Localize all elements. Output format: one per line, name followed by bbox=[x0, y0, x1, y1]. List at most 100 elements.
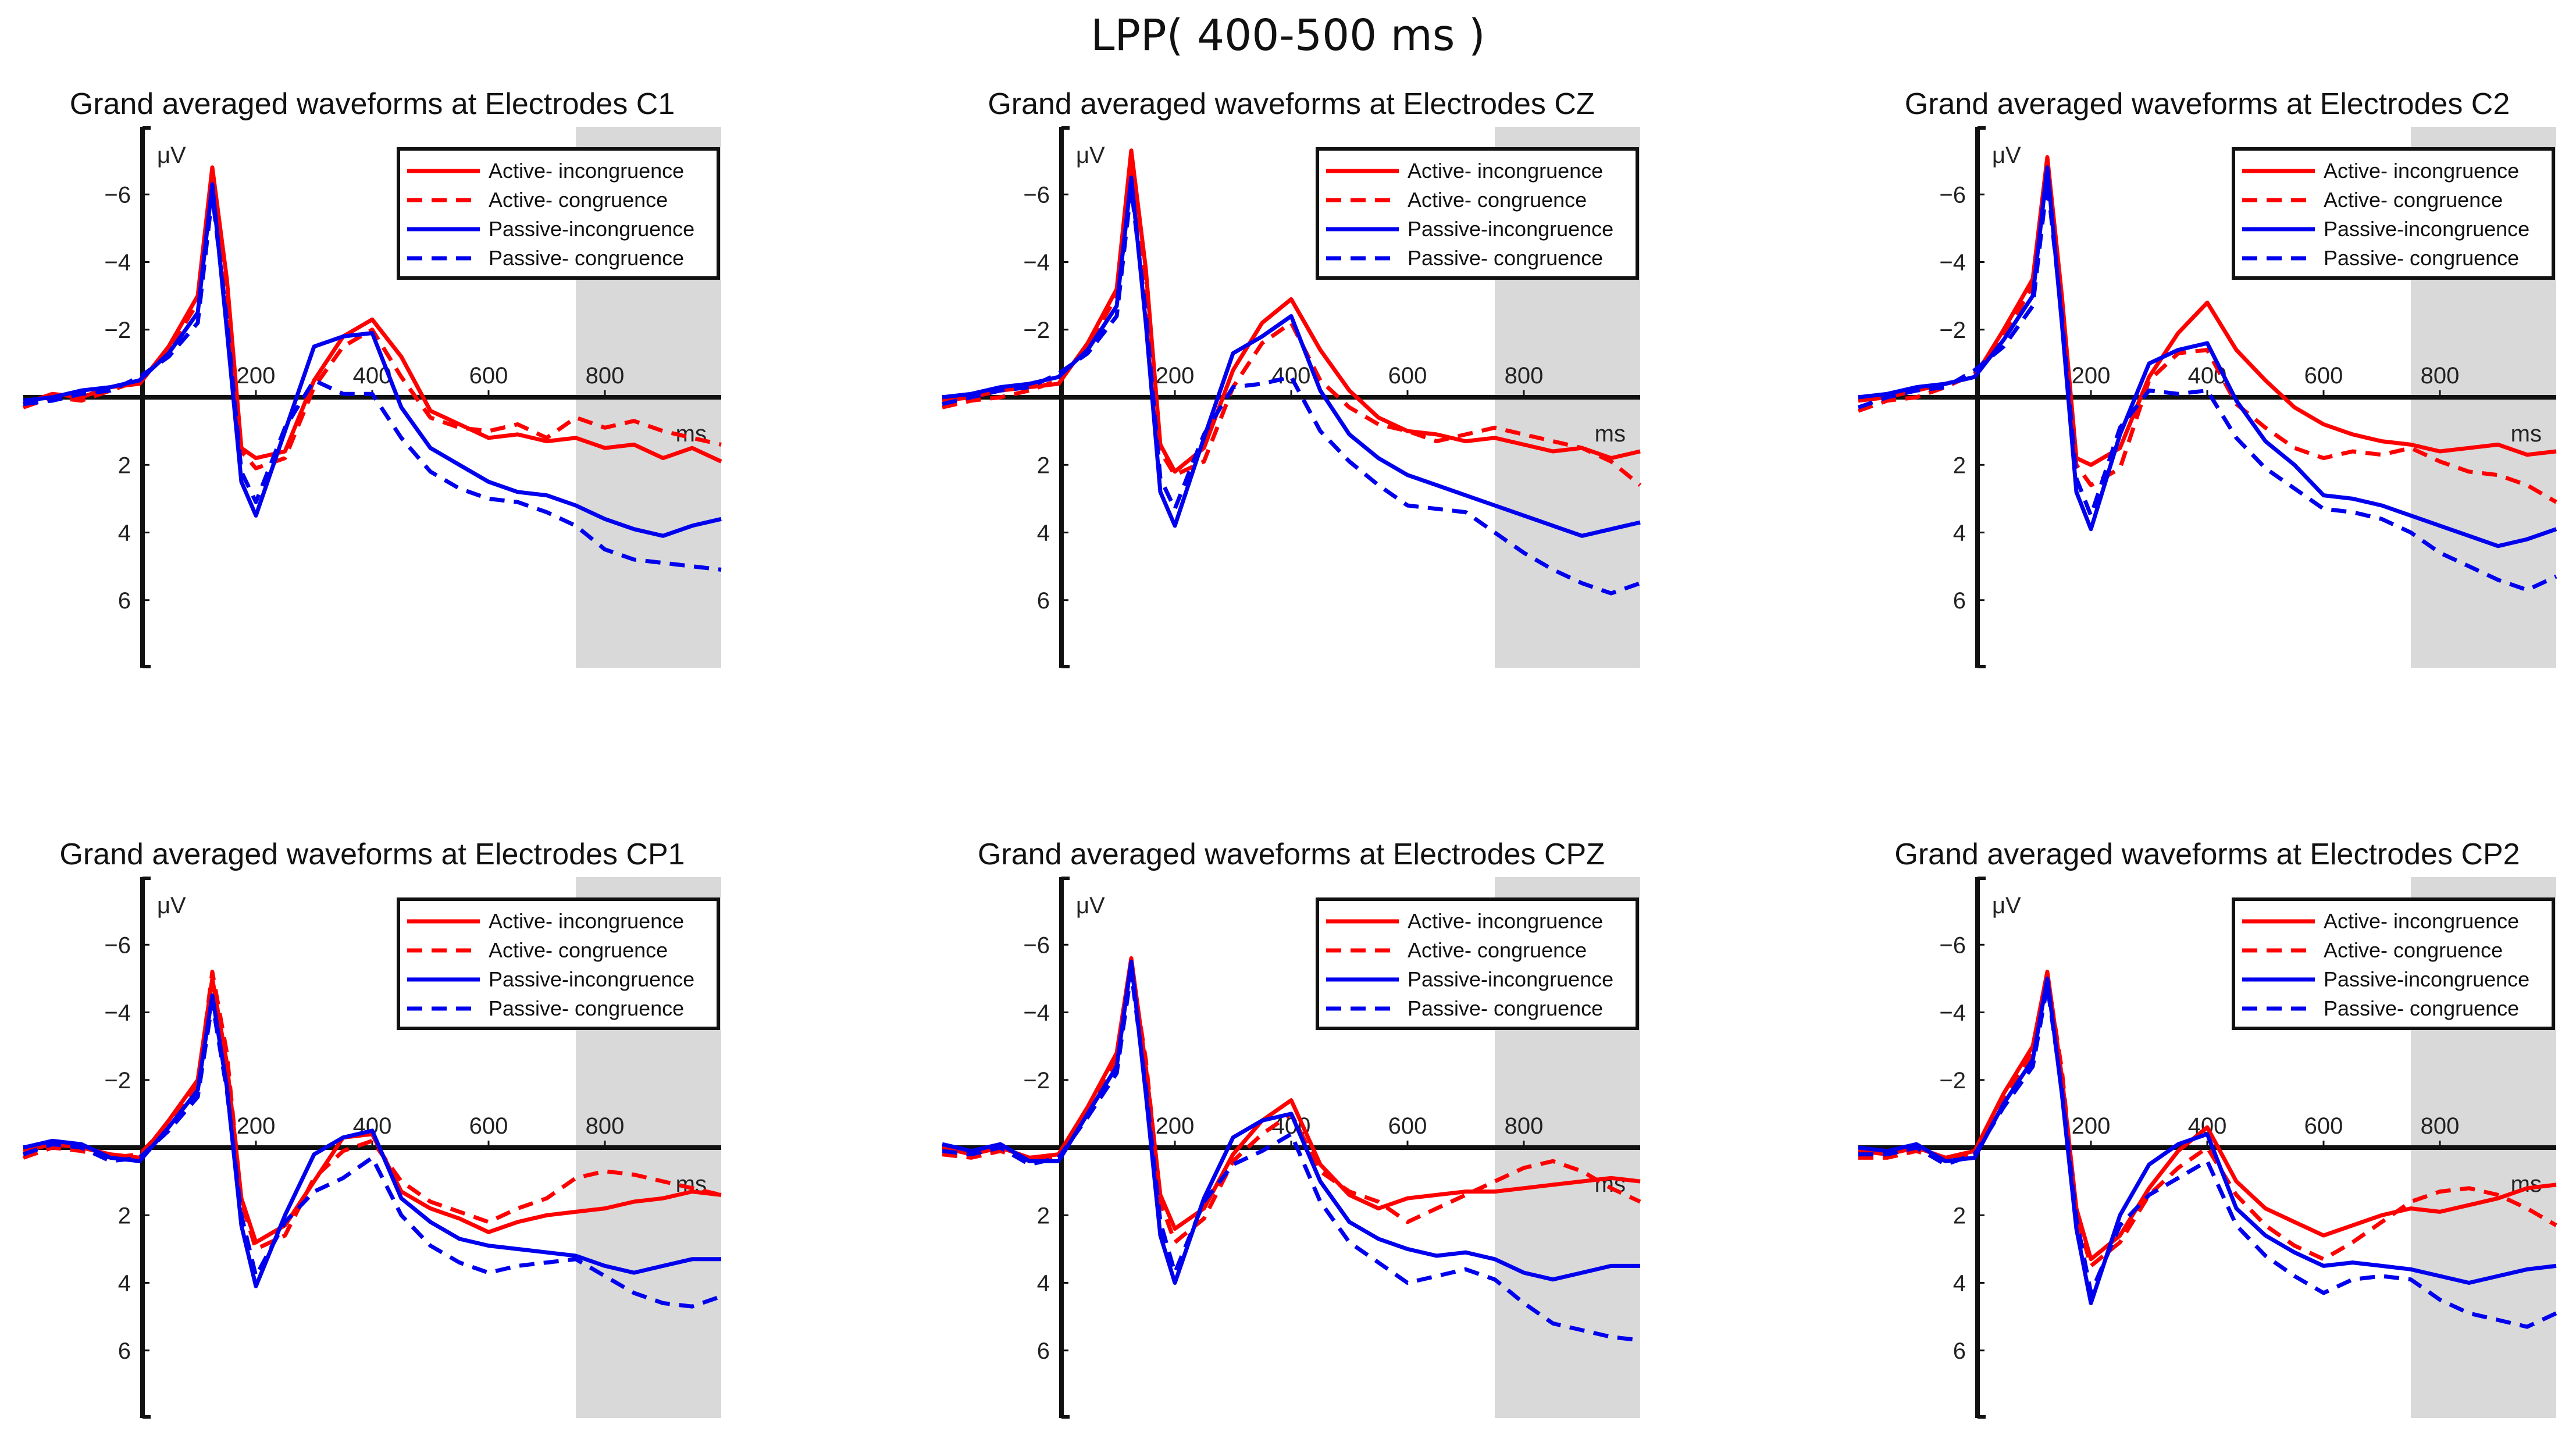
legend-entry: Active- congruence bbox=[489, 938, 668, 962]
series-line bbox=[942, 186, 1641, 596]
legend-entry: Active- congruence bbox=[2324, 938, 2503, 962]
x-tick-label: 800 bbox=[586, 1113, 625, 1139]
y-unit-label: μV bbox=[157, 143, 186, 168]
series-line bbox=[942, 959, 1640, 1285]
legend-entry: Passive-incongruence bbox=[1408, 967, 1613, 991]
panel-title: Grand averaged waveforms at Electrodes C… bbox=[59, 838, 685, 871]
legend-entry: Active- congruence bbox=[1408, 188, 1587, 212]
legend: Active- incongruence Active- congruence Pa… bbox=[1316, 147, 1639, 280]
y-tick-label: 4 bbox=[1953, 521, 1966, 546]
legend-entry: Passive- congruence bbox=[489, 246, 684, 270]
y-tick-label: −4 bbox=[104, 1000, 131, 1026]
y-tick-label: 6 bbox=[1037, 1338, 1050, 1364]
x-tick-label: 200 bbox=[2072, 363, 2111, 389]
y-tick-label: −4 bbox=[1939, 1000, 1966, 1026]
y-tick-label: 6 bbox=[1037, 588, 1050, 614]
y-tick-label: −4 bbox=[1939, 250, 1966, 276]
y-tick-label: −6 bbox=[104, 182, 131, 208]
x-tick-label: 600 bbox=[2304, 1113, 2343, 1139]
legend-entry: Active- congruence bbox=[1408, 938, 1587, 962]
legend-entry: Active- incongruence bbox=[489, 909, 684, 933]
y-tick-label: −6 bbox=[104, 932, 131, 958]
x-tick-label: 600 bbox=[1388, 1113, 1427, 1139]
x-tick-label: 600 bbox=[1388, 363, 1427, 389]
y-tick-label: 2 bbox=[1037, 453, 1050, 478]
y-tick-label: 6 bbox=[118, 1338, 131, 1364]
y-tick-label: 4 bbox=[1037, 521, 1050, 546]
x-tick-label: 400 bbox=[1272, 363, 1311, 389]
panel-title: Grand averaged waveforms at Electrodes C… bbox=[1905, 87, 2510, 121]
y-tick-label: 2 bbox=[118, 453, 131, 478]
x-tick-label: 200 bbox=[237, 1113, 276, 1139]
x-tick-label: 200 bbox=[2072, 1113, 2111, 1139]
x-tick-label: 600 bbox=[469, 1113, 508, 1139]
series-line bbox=[1858, 976, 2557, 1305]
x-tick-label: 800 bbox=[2421, 363, 2460, 389]
legend-entry: Active- incongruence bbox=[489, 159, 684, 183]
waveform-panel: Grand averaged waveforms at Electrodes C… bbox=[22, 838, 722, 1419]
series-line bbox=[1858, 973, 2557, 1268]
legend-entry: Active- incongruence bbox=[2324, 159, 2519, 183]
legend-entry: Passive-incongruence bbox=[489, 217, 694, 241]
legend-entry: Active- congruence bbox=[2324, 188, 2503, 212]
legend-box bbox=[2232, 147, 2555, 280]
y-unit-label: μV bbox=[157, 893, 186, 918]
waveform-panel: Grand averaged waveforms at Electrodes C… bbox=[22, 87, 722, 668]
y-tick-label: 6 bbox=[1953, 588, 1966, 614]
waveform-panel: Grand averaged waveforms at Electrodes C… bbox=[1857, 87, 2557, 668]
y-tick-label: 2 bbox=[1037, 1203, 1050, 1228]
y-tick-label: 6 bbox=[1953, 1338, 1966, 1364]
y-unit-label: μV bbox=[1076, 893, 1105, 918]
y-tick-label: −2 bbox=[1939, 1068, 1966, 1094]
series-line bbox=[22, 970, 722, 1251]
legend-entry: Passive- congruence bbox=[2324, 996, 2519, 1020]
legend-entry: Active- incongruence bbox=[2324, 909, 2519, 933]
series-line bbox=[23, 192, 722, 572]
legend-box bbox=[2232, 897, 2555, 1030]
legend-entry: Passive-incongruence bbox=[489, 967, 694, 991]
legend-entry: Passive-incongruence bbox=[2324, 217, 2529, 241]
x-tick-label: 200 bbox=[1156, 1113, 1195, 1139]
y-tick-label: 2 bbox=[1953, 453, 1966, 478]
y-tick-label: 4 bbox=[118, 521, 131, 546]
x-tick-label: 600 bbox=[2304, 363, 2343, 389]
x-unit-label: ms bbox=[1595, 421, 1626, 447]
y-tick-label: −2 bbox=[1023, 1068, 1050, 1094]
legend: Active- incongruence Active- congruence Pa… bbox=[397, 147, 720, 280]
x-tick-label: 800 bbox=[1505, 363, 1544, 389]
waveform-panel: Grand averaged waveforms at Electrodes C… bbox=[942, 838, 1641, 1419]
legend-entry: Passive- congruence bbox=[489, 996, 684, 1020]
legend-entry: Passive- congruence bbox=[2324, 246, 2519, 270]
y-tick-label: 2 bbox=[118, 1203, 131, 1228]
x-unit-label: ms bbox=[2511, 421, 2542, 447]
legend: Active- incongruence Active- congruence Pa… bbox=[1316, 897, 1639, 1030]
y-tick-label: −6 bbox=[1939, 182, 1966, 208]
series-line bbox=[1858, 970, 2557, 1262]
series-line bbox=[1858, 983, 2557, 1329]
legend: Active- incongruence Active- congruence Pa… bbox=[397, 897, 720, 1030]
x-tick-label: 800 bbox=[586, 363, 625, 389]
series-line bbox=[942, 970, 1641, 1342]
legend-entry: Active- incongruence bbox=[1408, 159, 1603, 183]
y-tick-label: 6 bbox=[118, 588, 131, 614]
y-tick-label: −4 bbox=[1023, 250, 1050, 276]
series-line bbox=[1857, 179, 2557, 592]
y-tick-label: −2 bbox=[104, 1068, 131, 1094]
legend-entry: Passive-incongruence bbox=[1408, 217, 1613, 241]
y-unit-label: μV bbox=[1992, 143, 2021, 168]
waveform-panel: Grand averaged waveforms at Electrodes C… bbox=[1858, 838, 2557, 1419]
y-tick-label: 4 bbox=[1037, 1271, 1050, 1296]
y-tick-label: −6 bbox=[1023, 932, 1050, 958]
y-tick-label: −2 bbox=[1939, 318, 1966, 343]
panel-title: Grand averaged waveforms at Electrodes C… bbox=[988, 87, 1594, 121]
panel-title: Grand averaged waveforms at Electrodes C… bbox=[1894, 838, 2520, 871]
panel-title: Grand averaged waveforms at Electrodes C… bbox=[70, 87, 675, 121]
y-tick-label: −6 bbox=[1939, 932, 1966, 958]
y-tick-label: −4 bbox=[1023, 1000, 1050, 1026]
y-tick-label: 2 bbox=[1953, 1203, 1966, 1228]
legend-entry: Active- congruence bbox=[489, 188, 668, 212]
waveform-panel: Grand averaged waveforms at Electrodes C… bbox=[942, 87, 1642, 668]
y-tick-label: −4 bbox=[104, 250, 131, 276]
y-unit-label: μV bbox=[1992, 893, 2021, 918]
